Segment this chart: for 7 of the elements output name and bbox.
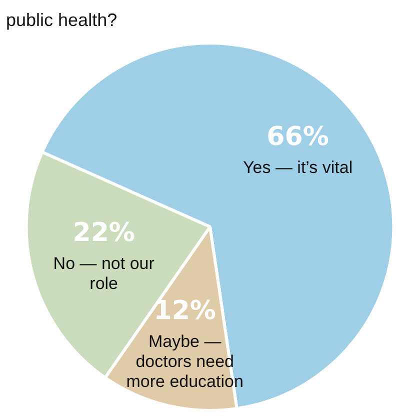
data-label: 66% <box>266 122 329 152</box>
chart-title: public health? <box>6 10 118 30</box>
slice-label: No — not our role <box>53 254 155 294</box>
data-label: 12% <box>154 296 216 326</box>
slice-label: Maybe — doctors need more education <box>126 332 244 391</box>
slice-label: Yes — it’s vital <box>242 158 353 177</box>
data-label: 22% <box>72 218 135 248</box>
